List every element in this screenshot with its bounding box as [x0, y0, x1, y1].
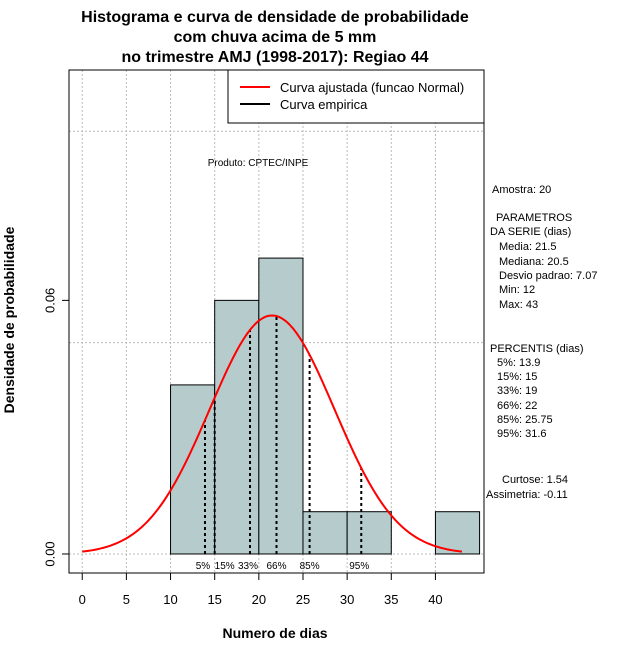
percentil-85: 85%: 25.75	[497, 414, 553, 426]
percentis-header: PERCENTIS (dias)	[490, 343, 584, 355]
product-label: Produto: CPTEC/INPE	[208, 158, 309, 169]
legend: Curva ajustada (funcao Normal) Curva emp…	[227, 69, 485, 124]
y-axis-title: Densidade de probabilidade	[1, 226, 17, 413]
sample-size: Amostra: 20	[492, 184, 551, 196]
x-tick-label: 35	[384, 592, 398, 607]
percentile-label: 95%	[349, 561, 369, 572]
param-max: Max: 43	[499, 299, 538, 311]
title-line-1: Histograma e curva de densidade de proba…	[81, 9, 469, 26]
x-tick-label: 40	[428, 592, 442, 607]
percentile-label: 33%	[238, 561, 258, 572]
param-desvio: Desvio padrao: 7.07	[499, 270, 597, 282]
histogram-bar	[346, 511, 392, 555]
x-tick-label: 30	[340, 592, 354, 607]
params-header-2: DA SERIE (dias)	[490, 226, 571, 238]
normal-curve	[82, 314, 463, 553]
x-axis-title: Numero de dias	[222, 625, 327, 641]
percentile-label: 85%	[300, 561, 320, 572]
param-min: Min: 12	[499, 284, 535, 296]
legend-box	[227, 69, 485, 124]
histogram-bar	[170, 384, 216, 555]
x-tick-label: 5	[123, 592, 130, 607]
legend-label-normal: Curva ajustada (funcao Normal)	[280, 80, 464, 95]
statistics-panel: Amostra: 20 PARAMETROS DA SERIE (dias) M…	[486, 184, 597, 501]
percentil-66: 66%: 22	[497, 400, 537, 412]
param-media: Media: 21.5	[499, 241, 556, 253]
y-axis: 0.00 0.06	[42, 288, 69, 567]
histogram-bar	[434, 511, 481, 555]
percentile-label: 5%	[196, 561, 211, 572]
percentil-5: 5%: 13.9	[497, 357, 540, 369]
percentile-lines: 5% 15% 33% 66% 85% 95%	[196, 316, 369, 572]
grid	[69, 70, 484, 573]
params-header-1: PARAMETROS	[496, 212, 572, 224]
title-line-3: no trimestre AMJ (1998-2017): Regiao 44	[121, 49, 428, 66]
percentile-label: 15%	[215, 561, 235, 572]
curtose-value: Curtose: 1.54	[502, 474, 568, 486]
legend-label-empirical: Curva empirica	[280, 97, 368, 112]
y-tick-label: 0.00	[42, 541, 57, 566]
histogram-bar	[214, 299, 260, 555]
x-tick-label: 10	[163, 592, 177, 607]
chart-title: Histograma e curva de densidade de proba…	[81, 9, 469, 66]
x-tick-label: 20	[252, 592, 266, 607]
y-tick-label: 0.06	[42, 288, 57, 313]
percentil-33: 33%: 19	[497, 385, 537, 397]
histogram-bars	[170, 257, 481, 555]
assimetria-value: Assimetria: -0.11	[486, 489, 568, 501]
param-mediana: Mediana: 20.5	[499, 256, 569, 268]
percentile-label: 66%	[266, 561, 286, 572]
title-line-2: com chuva acima de 5 mm	[174, 29, 377, 46]
histogram-bar	[258, 257, 304, 555]
x-tick-label: 25	[296, 592, 310, 607]
x-tick-label: 0	[79, 592, 86, 607]
x-axis: 0 5 10 15 20 25 30 35 40	[79, 572, 443, 607]
percentil-15: 15%: 15	[497, 371, 537, 383]
percentil-95: 95%: 31.6	[497, 428, 547, 440]
x-tick-label: 15	[207, 592, 221, 607]
